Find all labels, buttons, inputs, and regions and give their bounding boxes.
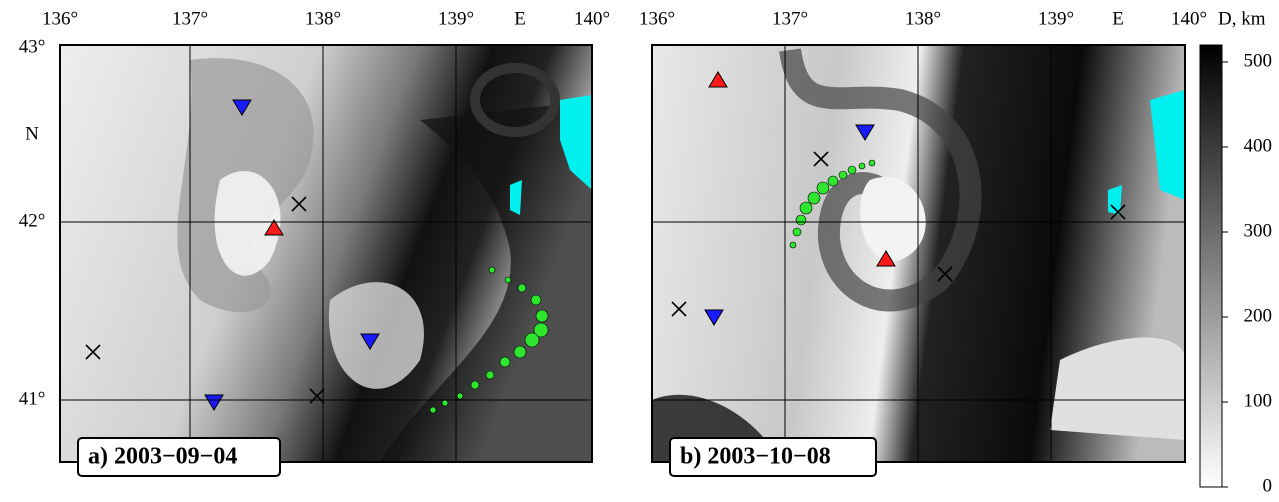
drifter-track	[429, 266, 549, 414]
eddy	[470, 63, 560, 137]
panel-label: a) 2003−09−04	[88, 444, 237, 470]
dark-band	[380, 100, 592, 462]
lon-label: 139°	[1038, 8, 1074, 29]
lon-label: 139°	[438, 8, 474, 29]
crosses	[671, 151, 1126, 317]
lon-label: E	[514, 8, 526, 29]
colorbar	[1199, 44, 1223, 488]
tick-label: 0	[1263, 475, 1273, 496]
eddy	[860, 176, 926, 261]
map-a	[60, 45, 592, 462]
tick-label: 100	[1244, 390, 1273, 411]
tick-label: 500	[1244, 50, 1273, 71]
lat-label: 43°	[19, 36, 46, 57]
lon-label: 137°	[172, 8, 208, 29]
frames	[59, 44, 1186, 463]
lon-label: 140°	[1171, 8, 1207, 29]
red-triangle	[264, 219, 284, 236]
lon-label: 140°	[574, 8, 610, 29]
label-box	[669, 437, 877, 477]
land	[1108, 185, 1122, 215]
red-triangles	[708, 71, 896, 267]
label-box	[77, 437, 281, 477]
crosses	[85, 196, 325, 404]
lon-label: 138°	[305, 8, 341, 29]
blue-triangles	[704, 124, 875, 326]
tick-label: 400	[1244, 135, 1273, 156]
eddy	[1050, 337, 1185, 440]
lon-label: 136°	[42, 8, 78, 29]
tick-label: 200	[1244, 305, 1273, 326]
lon-label: 138°	[905, 8, 941, 29]
land	[560, 95, 592, 190]
lat-label: 41°	[19, 388, 46, 409]
eddy	[214, 171, 281, 276]
blue-triangles	[204, 99, 380, 411]
panel-label: b) 2003−10−08	[680, 444, 831, 470]
land	[510, 180, 522, 215]
land	[1150, 90, 1185, 200]
tick-label: 300	[1244, 220, 1273, 241]
lat-label: 42°	[19, 210, 46, 231]
colorbar-title: D, km	[1218, 8, 1266, 29]
lon-label: 136°	[639, 8, 675, 29]
lon-label: 137°	[772, 8, 808, 29]
lat-label: N	[25, 123, 39, 144]
lon-label: E	[1112, 8, 1124, 29]
